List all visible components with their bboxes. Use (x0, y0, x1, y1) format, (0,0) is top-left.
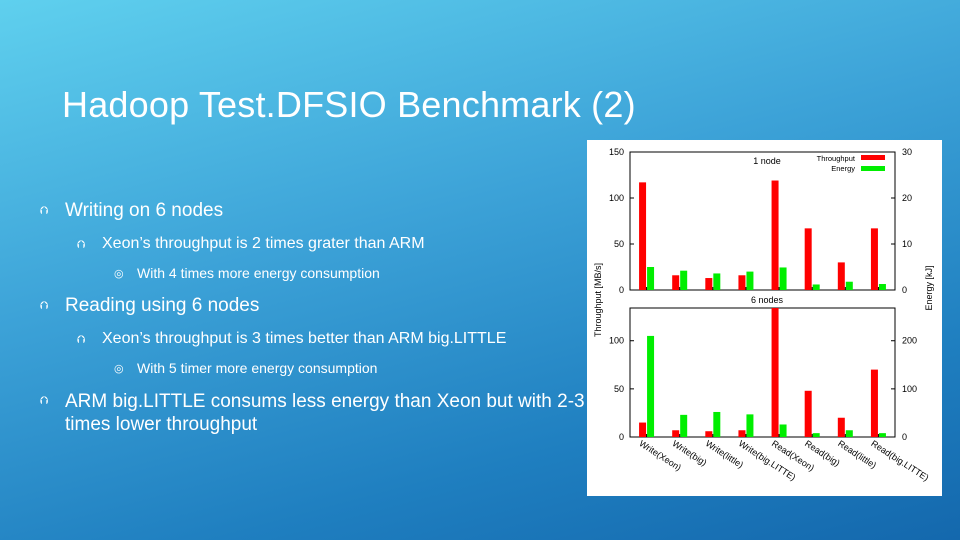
x-category-label: Write(big.LITTE) (737, 438, 798, 482)
throughput-bar (705, 431, 713, 437)
y-left-tick-label: 0 (619, 432, 624, 442)
throughput-bar (771, 180, 779, 290)
y-left-tick-label: 100 (609, 336, 624, 346)
y-left-tick-label: 50 (614, 384, 624, 394)
y-right-tick-label: 20 (902, 193, 912, 203)
energy-bar (845, 430, 853, 437)
throughput-bar (804, 390, 812, 437)
y-left-tick-label: 150 (609, 147, 624, 157)
energy-bar (779, 267, 787, 290)
up-arrow-circle-icon: ⮉ (40, 299, 49, 312)
legend-label-energy: Energy (831, 164, 855, 173)
y-left-tick-label: 0 (619, 285, 624, 295)
legend-swatch-throughput (861, 155, 885, 160)
energy-bar (878, 284, 886, 290)
y-right-tick-label: 0 (902, 432, 907, 442)
up-arrow-circle-icon: ⮉ (40, 204, 49, 217)
chart-svg: 0 50 100 150 0 10 20 30 1 node 0 50 100 0 100 200 6 nod… (593, 147, 934, 483)
y-right-tick-label: 200 (902, 336, 917, 346)
throughput-bar (804, 228, 812, 290)
benchmark-chart: 0 50 100 150 0 10 20 30 1 node 0 50 100 0 100 200 6 nod… (587, 140, 942, 496)
throughput-bar (639, 182, 647, 290)
energy-bar (647, 335, 655, 437)
bullet-item: ⮉ ARM big.LITTLE consums less energy tha… (40, 390, 585, 436)
bullet-text: Xeon’s throughput is 2 times grater than… (102, 235, 425, 252)
y-right-tick-label: 0 (902, 285, 907, 295)
energy-bar (878, 433, 886, 437)
y-right-tick-label: 30 (902, 147, 912, 157)
bullet-item: ⮉ Writing on 6 nodes (40, 200, 223, 222)
y-right-axis-label: Energy [kJ] (924, 265, 934, 310)
y-left-tick-label: 100 (609, 193, 624, 203)
bullet-text: ARM big.LITTLE consums less energy than … (65, 391, 585, 435)
energy-bar (845, 281, 853, 290)
energy-bar (746, 271, 754, 290)
energy-bar (680, 414, 688, 437)
bullet-text: With 5 timer more energy consumption (137, 360, 378, 376)
throughput-bar (837, 417, 845, 437)
plot-frame (629, 151, 896, 291)
bullet-item: ⮉ Xeon’s throughput is 3 times better th… (77, 330, 506, 348)
target-circle-icon: ◎ (114, 267, 124, 280)
throughput-bar (639, 422, 647, 437)
throughput-bar (837, 262, 845, 290)
plot-frame (629, 307, 896, 438)
throughput-bar (705, 278, 713, 290)
up-arrow-circle-icon: ⮉ (40, 394, 49, 407)
bullet-item: ⮉ Reading using 6 nodes (40, 295, 259, 317)
bullet-item: ⮉ Xeon’s throughput is 2 times grater th… (77, 235, 425, 253)
y-left-tick-label: 50 (614, 239, 624, 249)
legend-label-throughput: Throughput (817, 154, 856, 163)
x-category-label: Read(big.LITTE) (869, 438, 930, 483)
bullet-item: ◎ With 5 timer more energy consumption (114, 360, 377, 376)
energy-bar (713, 411, 721, 437)
panel-label: 6 nodes (751, 295, 784, 305)
target-circle-icon: ◎ (114, 362, 124, 375)
y-right-tick-label: 100 (902, 384, 917, 394)
bullet-item: ◎ With 4 times more energy consumption (114, 265, 380, 281)
y-right-tick-label: 10 (902, 239, 912, 249)
bullet-text: Writing on 6 nodes (65, 200, 224, 221)
energy-bar (647, 267, 655, 290)
legend-swatch-energy (861, 166, 885, 171)
slide-title: Hadoop Test.DFSIO Benchmark (2) (62, 84, 636, 125)
energy-bar (812, 433, 820, 437)
throughput-bar (771, 308, 779, 437)
throughput-bar (672, 430, 680, 437)
throughput-bar (672, 275, 680, 290)
bullet-text: Reading using 6 nodes (65, 295, 260, 316)
energy-bar (713, 273, 721, 290)
energy-bar (680, 270, 688, 290)
y-left-axis-label: Throughput [MB/s] (593, 263, 603, 337)
throughput-bar (738, 275, 746, 290)
throughput-bar (870, 369, 878, 437)
bullet-text: Xeon’s throughput is 3 times better than… (102, 330, 507, 347)
energy-bar (812, 284, 820, 290)
up-arrow-circle-icon: ⮉ (77, 333, 86, 346)
panel-label: 1 node (753, 156, 781, 166)
up-arrow-circle-icon: ⮉ (77, 238, 86, 251)
bullet-text: With 4 times more energy consumption (137, 265, 380, 281)
throughput-bar (870, 228, 878, 290)
energy-bar (746, 414, 754, 437)
throughput-bar (738, 430, 746, 437)
energy-bar (779, 424, 787, 437)
